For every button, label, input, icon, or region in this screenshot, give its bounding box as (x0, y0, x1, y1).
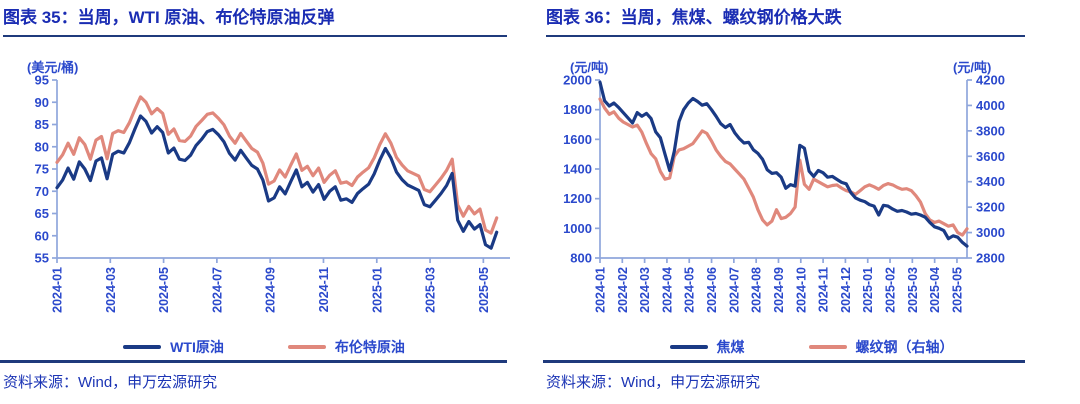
x-tick-label: 2024-09 (264, 267, 278, 313)
y-tick-label: 1600 (563, 132, 592, 147)
rebar-line-swatch (808, 344, 847, 350)
y2-tick-label: 4000 (976, 98, 1005, 113)
y-axis-unit-label: (元/吨) (570, 60, 608, 75)
legend-item-coking-coal: 焦煤 (669, 337, 745, 357)
y2-tick-label: 4200 (976, 73, 1005, 88)
x-tick-label: 2024-03 (638, 267, 652, 313)
y-tick-label: 60 (35, 228, 49, 243)
y-tick-label: 90 (35, 95, 49, 110)
x-tick-label: 2024-02 (616, 267, 630, 313)
x-tick-label: 2024-06 (705, 267, 719, 313)
x-tick-label: 2025-01 (861, 267, 875, 313)
y-tick-label: 85 (35, 117, 49, 132)
y-tick-label: 1000 (563, 221, 592, 236)
x-tick-label: 2024-01 (594, 267, 608, 313)
series-line-0 (55, 114, 499, 250)
x-tick-label: 2024-04 (660, 267, 674, 313)
figure-35-title: 图表 35：当周，WTI 原油、布伦特原油反弹 (3, 8, 507, 37)
x-tick-label: 2024-09 (772, 267, 786, 313)
x-tick-label: 2024-01 (51, 267, 65, 313)
x-tick-label: 2025-03 (906, 267, 920, 313)
x-tick-label: 2025-05 (477, 267, 491, 313)
y-tick-label: 1200 (563, 191, 592, 206)
series-line-1 (598, 97, 969, 237)
y2-tick-label: 3200 (976, 200, 1005, 215)
y2-tick-label: 3800 (976, 123, 1005, 138)
legend-item-wti: WTI原油 (123, 337, 224, 357)
y2-tick-label: 3600 (976, 149, 1005, 164)
y-tick-label: 70 (35, 184, 49, 199)
brent-legend-label: 布伦特原油 (334, 339, 405, 355)
y2-tick-label: 2800 (976, 251, 1005, 266)
x-tick-label: 2025-04 (928, 267, 942, 313)
legend-item-rebar: 螺纹钢（右轴） (808, 337, 954, 357)
figure-36-legend: 焦煤 螺纹钢（右轴） (543, 337, 1080, 357)
x-tick-label: 2024-05 (157, 267, 171, 313)
figure-36-bottom-rule (543, 360, 1025, 363)
wti-line-swatch (123, 344, 162, 350)
x-tick-label: 2024-07 (727, 267, 741, 313)
x-tick-label: 2025-05 (951, 267, 965, 313)
x-tick-label: 2024-10 (794, 267, 808, 313)
wti-brent-line-chart: 55 60 65 70 75 80 85 90 95 2024-01 2024-03 2024-05 2… (27, 60, 510, 313)
y-tick-label: 65 (35, 206, 49, 221)
y2-tick-label: 3000 (976, 225, 1005, 240)
coal-rebar-line-chart: 800 1000 1200 1400 1600 1800 2000 2800 3000 3200 3… (563, 60, 1005, 313)
y-tick-label: 1400 (563, 162, 592, 177)
legend-item-brent: 布伦特原油 (287, 337, 405, 357)
y-tick-label: 95 (35, 73, 49, 88)
figure-36-title: 图表 36：当周，焦煤、螺纹钢价格大跌 (546, 8, 1025, 37)
coking-coal-legend-label: 焦煤 (716, 339, 745, 355)
figure-35-source: 资料来源：Wind，申万宏源研究 (3, 374, 218, 391)
figure-35-panel: 图表 35：当周，WTI 原油、布伦特原油反弹 55 60 65 70 75 80 85 90… (0, 0, 528, 404)
y2-tick-label: 3400 (976, 174, 1005, 189)
x-tick-label: 2025-02 (884, 267, 898, 313)
x-tick-label: 2024-05 (683, 267, 697, 313)
coking-coal-line-swatch (669, 344, 708, 350)
y-axis-unit-label: (美元/桶) (27, 60, 78, 75)
x-tick-label: 2024-07 (210, 267, 224, 313)
wti-legend-label: WTI原油 (170, 339, 224, 355)
y-tick-label: 1800 (563, 102, 592, 117)
series-line-0 (598, 80, 969, 248)
y-tick-label: 75 (35, 162, 49, 177)
y2-axis-unit-label: (元/吨) (953, 60, 991, 75)
series-line-1 (55, 95, 499, 235)
y-tick-label: 2000 (563, 73, 592, 88)
rebar-legend-label: 螺纹钢（右轴） (855, 339, 954, 355)
figure-35-legend: WTI原油 布伦特原油 (0, 337, 528, 357)
x-tick-label: 2024-03 (104, 267, 118, 313)
x-tick-label: 2024-11 (817, 267, 831, 312)
y-tick-label: 80 (35, 139, 49, 154)
x-tick-label: 2024-11 (317, 267, 331, 312)
x-tick-label: 2025-03 (424, 267, 438, 313)
brent-line-swatch (287, 344, 326, 350)
y-tick-label: 55 (35, 251, 49, 266)
y-tick-label: 800 (570, 251, 592, 266)
figure-35-bottom-rule (0, 360, 507, 363)
figure-36-panel: 图表 36：当周，焦煤、螺纹钢价格大跌 800 1000 1200 1400 1600 1… (543, 0, 1080, 404)
x-tick-label: 2024-12 (839, 267, 853, 313)
x-tick-label: 2024-08 (750, 267, 764, 313)
x-tick-label: 2025-01 (370, 267, 384, 313)
figure-36-source: 资料来源：Wind，申万宏源研究 (546, 374, 761, 391)
